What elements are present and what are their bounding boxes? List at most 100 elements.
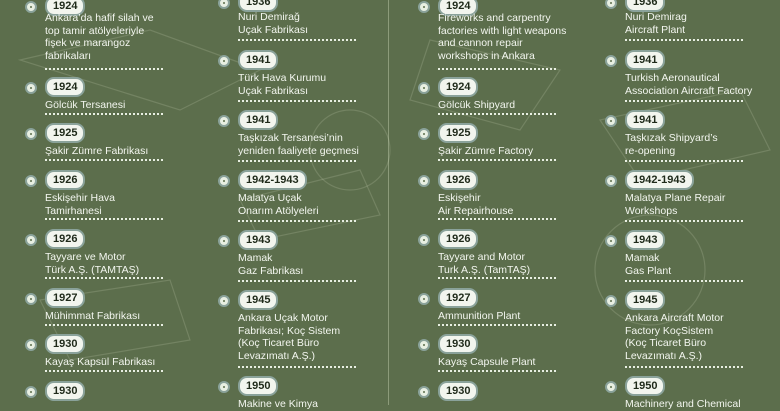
entry-label: Mamak Gas Plant: [625, 252, 672, 277]
year-badge: 1930: [438, 334, 479, 354]
dotted-underline: [438, 370, 556, 372]
entry-label: Eskişehir Air Repairhouse: [438, 192, 514, 217]
entry-label: Taşkızak Shipyard’s re-opening: [625, 132, 718, 157]
dotted-underline: [238, 39, 356, 41]
timeline-dot-icon: [605, 175, 617, 187]
year-badge: 1924: [438, 0, 479, 16]
year-badge: 1936: [625, 0, 666, 12]
timeline-column-tr-right: 1936 Nuri Demirağ Uçak Fabrikası 1941 Tü…: [218, 0, 398, 410]
year-badge: 1942-1943: [238, 170, 307, 190]
dotted-underline: [45, 68, 163, 70]
timeline-dot-icon: [25, 82, 37, 94]
entry-label: Gölcük Tersanesi: [45, 99, 126, 111]
entry-label: Nuri Demirag Aircraft Plant: [625, 11, 687, 36]
timeline-dot-icon: [418, 175, 430, 187]
year-badge: 1945: [238, 290, 279, 310]
year-badge: 1930: [45, 381, 86, 401]
entry-label: Ankara Aircraft Motor Factory KoçSistem …: [625, 312, 724, 362]
timeline-dot-icon: [418, 234, 430, 246]
entry-label: Kayaş Capsule Plant: [438, 356, 536, 368]
entry-label: Gölcük Shipyard: [438, 99, 516, 111]
timeline-dot-icon: [25, 293, 37, 305]
timeline-dot-icon: [605, 55, 617, 67]
dotted-underline: [438, 68, 556, 70]
dotted-underline: [438, 218, 556, 220]
year-badge: 1926: [438, 229, 479, 249]
entry-label: Turkish Aeronautical Association Aircraf…: [625, 72, 753, 97]
timeline-column-tr-left: 1924 Ankara’da hafif silah ve top tamir …: [25, 0, 205, 405]
dotted-underline: [625, 100, 743, 102]
entry-label: Nuri Demirağ Uçak Fabrikası: [238, 11, 309, 36]
timeline-dot-icon: [25, 386, 37, 398]
dotted-underline: [625, 220, 743, 222]
year-badge: 1941: [238, 50, 279, 70]
entry-label: Türk Hava Kurumu Uçak Fabrikası: [238, 72, 327, 97]
timeline-dot-icon: [418, 1, 430, 13]
timeline-dot-icon: [218, 175, 230, 187]
dotted-underline: [45, 324, 163, 326]
dotted-underline: [45, 159, 163, 161]
entry-label: Malatya Uçak Onarım Atölyeleri: [238, 192, 319, 217]
entry-label: Fireworks and carpentry factories with l…: [438, 12, 567, 62]
timeline-dot-icon: [605, 295, 617, 307]
dotted-underline: [238, 220, 356, 222]
year-badge: 1950: [625, 376, 666, 396]
dotted-underline: [45, 277, 163, 279]
year-badge: 1941: [625, 50, 666, 70]
timeline-dot-icon: [605, 0, 617, 9]
entry-label: Şakir Zümre Fabrikası: [45, 145, 149, 157]
year-badge: 1930: [438, 381, 479, 401]
entry-label: Kayaş Kapsül Fabrikası: [45, 356, 156, 368]
entry-label: Tayyare ve Motor Türk A.Ş. (TAMTAŞ): [45, 251, 140, 276]
year-badge: 1943: [625, 230, 666, 250]
dotted-underline: [625, 160, 743, 162]
year-badge: 1925: [45, 123, 86, 143]
timeline-dot-icon: [25, 339, 37, 351]
dotted-underline: [238, 280, 356, 282]
timeline-dot-icon: [25, 128, 37, 140]
year-badge: 1926: [438, 170, 479, 190]
year-badge: 1924: [438, 77, 479, 97]
timeline-dot-icon: [605, 381, 617, 393]
entry-label: Eskişehir Hava Tamirhanesi: [45, 192, 116, 217]
timeline-dot-icon: [218, 295, 230, 307]
year-badge: 1924: [45, 0, 86, 16]
year-badge: 1950: [238, 376, 279, 396]
timeline-column-en-right: 1936 Nuri Demirag Aircraft Plant 1941 Tu…: [605, 0, 780, 410]
year-badge: 1925: [438, 123, 479, 143]
dotted-underline: [45, 370, 163, 372]
dotted-underline: [238, 100, 356, 102]
dotted-underline: [438, 324, 556, 326]
entry-label: Mühimmat Fabrikası: [45, 310, 141, 322]
timeline-column-en-left: 1924 Fireworks and carpentry factories w…: [418, 0, 598, 405]
year-badge: 1941: [238, 110, 279, 130]
dotted-underline: [238, 160, 356, 162]
timeline-dot-icon: [218, 381, 230, 393]
entry-label: Taşkızak Tersanesi’nin yeniden faaliyete…: [238, 132, 359, 157]
dotted-underline: [438, 277, 556, 279]
dotted-underline: [438, 113, 556, 115]
year-badge: 1930: [45, 334, 86, 354]
year-badge: 1926: [45, 229, 86, 249]
timeline-dot-icon: [418, 386, 430, 398]
dotted-underline: [238, 366, 356, 368]
year-badge: 1945: [625, 290, 666, 310]
year-badge: 1924: [45, 77, 86, 97]
timeline-dot-icon: [418, 293, 430, 305]
timeline-dot-icon: [25, 175, 37, 187]
entry-label: Machinery and Chemical: [625, 398, 741, 410]
entry-label: Tayyare and Motor Turk A.Ş. (TamTAŞ): [438, 251, 531, 276]
timeline-dot-icon: [25, 1, 37, 13]
column-divider: [388, 0, 389, 405]
dotted-underline: [625, 366, 743, 368]
year-badge: 1936: [238, 0, 279, 12]
timeline-dot-icon: [218, 0, 230, 9]
entry-label: Ankara’da hafif silah ve top tamir atöly…: [45, 12, 154, 62]
entry-label: Malatya Plane Repair Workshops: [625, 192, 726, 217]
dotted-underline: [45, 218, 163, 220]
entry-label: Ammunition Plant: [438, 310, 521, 322]
timeline-dot-icon: [218, 235, 230, 247]
timeline-dot-icon: [418, 128, 430, 140]
timeline-dot-icon: [418, 339, 430, 351]
dotted-underline: [45, 113, 163, 115]
